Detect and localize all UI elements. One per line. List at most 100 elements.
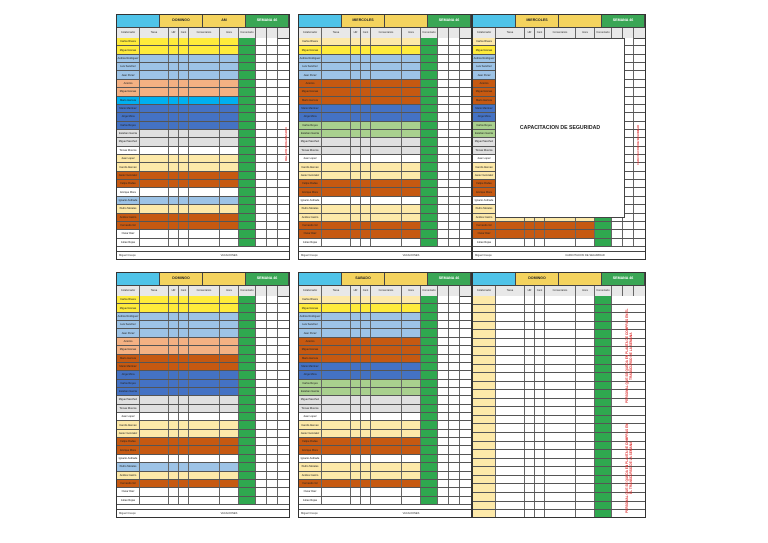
table-row[interactable]: Miguel Arenas xyxy=(117,346,289,355)
table-row[interactable]: Andres Castro xyxy=(299,213,471,222)
table-row[interactable]: Luis Sanchez xyxy=(117,63,289,72)
table-row[interactable]: Pedro Morales xyxy=(117,463,289,472)
table-row[interactable]: Luis Sanchez xyxy=(299,321,471,330)
table-row[interactable] xyxy=(473,296,645,305)
table-row[interactable] xyxy=(473,450,645,459)
table-row[interactable]: Andres Castro xyxy=(299,471,471,480)
table-row[interactable]: Andrés Rodriguez xyxy=(299,312,471,322)
table-row[interactable] xyxy=(473,492,645,502)
table-row[interactable]: Mario Martinez xyxy=(117,104,289,114)
table-row[interactable]: Esteban Garcia xyxy=(117,129,289,139)
table-row[interactable]: Tomas Riveros xyxy=(117,404,289,414)
table-row[interactable] xyxy=(473,330,645,339)
table-row[interactable] xyxy=(473,390,645,399)
table-row[interactable]: Fernando Gil xyxy=(117,479,289,489)
table-row[interactable]: Mario Martinez xyxy=(117,362,289,372)
table-row[interactable] xyxy=(473,510,645,517)
table-row[interactable] xyxy=(473,321,645,331)
table-row[interactable]: Andrés Rodriguez xyxy=(299,54,471,64)
table-row[interactable]: Andres Castro xyxy=(117,471,289,480)
table-row[interactable]: Juan Lopez xyxy=(299,155,471,164)
table-row[interactable]: Mario Herrera xyxy=(299,96,471,105)
table-row[interactable] xyxy=(473,381,645,391)
table-row[interactable]: Miguel Arenas xyxy=(299,88,471,97)
table-row[interactable]: Carlos Rivera xyxy=(117,296,289,305)
table-row[interactable]: Julian Rojas xyxy=(117,496,289,505)
table-row[interactable] xyxy=(473,338,645,348)
table-row[interactable]: Felipe Rodas xyxy=(117,180,289,189)
table-row[interactable]: Camilo Aleman xyxy=(117,421,289,430)
table-row[interactable]: Javier Gonzalez xyxy=(117,429,289,439)
table-row[interactable] xyxy=(473,313,645,322)
table-row[interactable]: Mario Herrera xyxy=(117,354,289,363)
table-row[interactable]: Carlos Reyes xyxy=(117,379,289,388)
table-row[interactable]: Carlos Reyes xyxy=(299,379,471,388)
table-row[interactable]: Julian Rojas xyxy=(473,238,645,247)
table-row[interactable]: Juan Perez xyxy=(299,71,471,80)
table-row[interactable]: Oscar Diaz xyxy=(299,230,471,239)
table-row[interactable]: Mario Herrera xyxy=(117,96,289,105)
table-row[interactable]: Ignacio Andrade xyxy=(117,196,289,206)
table-row[interactable]: Juan Perez xyxy=(117,329,289,338)
table-row[interactable]: Julian Rojas xyxy=(299,238,471,247)
table-row[interactable]: Felipe Rodas xyxy=(299,438,471,447)
table-row[interactable]: Tomas Riveros xyxy=(299,404,471,414)
table-row[interactable]: Antonio xyxy=(299,337,471,347)
table-row[interactable]: Pedro Morales xyxy=(117,205,289,214)
table-row[interactable]: Miguel Sanchez xyxy=(299,396,471,405)
table-row[interactable]: Esteban Garcia xyxy=(299,387,471,397)
table-row[interactable]: Miguel Arenas xyxy=(117,46,289,55)
table-row[interactable]: Miguel Arenas xyxy=(117,88,289,97)
table-row[interactable]: Jorge Mora xyxy=(117,113,289,122)
table-row[interactable]: Miguel Arenas xyxy=(117,304,289,313)
table-row[interactable]: Antonio xyxy=(117,337,289,347)
table-row[interactable]: Ignacio Andrade xyxy=(299,454,471,464)
table-row[interactable] xyxy=(473,441,645,451)
table-row[interactable]: Carlos Reyes xyxy=(117,121,289,130)
table-row[interactable]: Juan Perez xyxy=(299,329,471,338)
table-row[interactable] xyxy=(473,304,645,314)
table-row[interactable]: Pedro Morales xyxy=(299,463,471,472)
table-row[interactable] xyxy=(473,415,645,425)
table-row[interactable]: Carlos Rivera xyxy=(117,38,289,47)
table-row[interactable] xyxy=(473,424,645,433)
table-row[interactable]: Enrique Mora xyxy=(117,188,289,197)
table-row[interactable]: Enrique Mora xyxy=(299,446,471,455)
table-row[interactable]: Fernando Gil xyxy=(117,221,289,231)
table-row[interactable] xyxy=(473,364,645,374)
table-row[interactable]: Fernando Gil xyxy=(299,479,471,489)
table-row[interactable]: Miguel Sanchez xyxy=(299,138,471,147)
table-row[interactable]: Esteban Garcia xyxy=(117,387,289,397)
table-row[interactable]: Juan Lopez xyxy=(117,413,289,422)
table-row[interactable]: Tomas Riveros xyxy=(117,146,289,156)
table-row[interactable]: Luis Sanchez xyxy=(117,321,289,330)
table-row[interactable]: Juan Lopez xyxy=(299,413,471,422)
table-row[interactable] xyxy=(473,407,645,416)
table-row[interactable]: Felipe Rodas xyxy=(117,438,289,447)
table-row[interactable]: Carlos Rivera xyxy=(299,296,471,305)
table-row[interactable]: Javier Gonzalez xyxy=(299,429,471,439)
table-row[interactable]: Jorge Mora xyxy=(299,113,471,122)
table-row[interactable] xyxy=(473,398,645,408)
table-row[interactable]: Enrique Mora xyxy=(117,446,289,455)
table-row[interactable]: Felipe Rodas xyxy=(299,180,471,189)
table-row[interactable]: Julian Rojas xyxy=(117,238,289,247)
table-row[interactable]: Fernando Gil xyxy=(299,221,471,231)
table-row[interactable] xyxy=(473,467,645,476)
table-row[interactable]: Jorge Mora xyxy=(299,371,471,380)
table-row[interactable]: Ignacio Andrade xyxy=(117,454,289,464)
table-row[interactable]: Miguel Arenas xyxy=(299,346,471,355)
table-row[interactable] xyxy=(473,501,645,511)
table-row[interactable]: Camilo Aleman xyxy=(299,421,471,430)
table-row[interactable]: Javier Gonzalez xyxy=(299,171,471,181)
table-row[interactable]: Carlos Rivera xyxy=(299,38,471,47)
table-row[interactable]: Julian Rojas xyxy=(299,496,471,505)
table-row[interactable]: Mario Herrera xyxy=(299,354,471,363)
table-row[interactable]: Oscar Diaz xyxy=(473,230,645,239)
table-row[interactable]: Miguel Arenas xyxy=(299,46,471,55)
table-row[interactable]: Juan Lopez xyxy=(117,155,289,164)
table-row[interactable]: Pedro Morales xyxy=(299,205,471,214)
table-row[interactable]: Fernando Gil xyxy=(473,221,645,231)
table-row[interactable]: Oscar Diaz xyxy=(117,488,289,497)
table-row[interactable]: Carlos Reyes xyxy=(299,121,471,130)
